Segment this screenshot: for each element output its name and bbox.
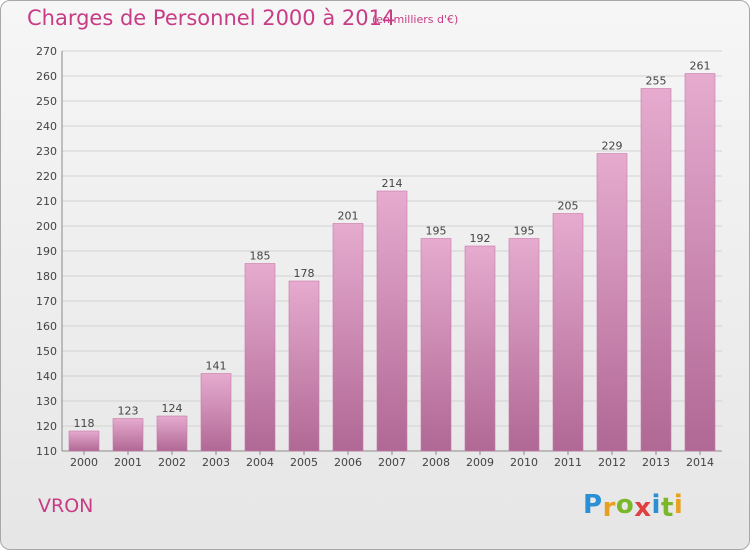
- y-tick-label: 160: [36, 320, 57, 333]
- value-label: 118: [74, 417, 95, 430]
- value-label: 123: [118, 405, 139, 418]
- logo-letter: i: [673, 490, 684, 520]
- bar-2007: [376, 190, 408, 452]
- value-label: 192: [470, 232, 491, 245]
- x-tick-label: 2004: [246, 456, 274, 469]
- y-tick-label: 140: [36, 370, 57, 383]
- value-label: 229: [602, 140, 623, 153]
- y-tick-label: 270: [36, 45, 57, 58]
- value-label: 195: [514, 225, 535, 238]
- value-label: 201: [338, 210, 359, 223]
- value-label: 261: [690, 60, 711, 73]
- bar-2006: [332, 223, 364, 452]
- x-tick-labels: 2000 2001 2002 2003 2004 2005 2006 2007 2008 2009…: [70, 451, 714, 469]
- bar-2001: [112, 418, 144, 452]
- x-tick-label: 2006: [334, 456, 362, 469]
- value-label: 205: [558, 200, 579, 213]
- y-tick-label: 260: [36, 70, 57, 83]
- logo-letter: x: [634, 493, 652, 523]
- value-label: 124: [162, 402, 183, 415]
- y-tick-label: 120: [36, 420, 57, 433]
- x-tick-label: 2013: [642, 456, 670, 469]
- logo-letter: P: [583, 490, 603, 520]
- chart-subtitle: (en milliers d'€): [372, 13, 459, 26]
- logo-letter: i: [651, 490, 661, 520]
- x-tick-label: 2010: [510, 456, 538, 469]
- bar-2005: [288, 280, 320, 452]
- value-label: 178: [294, 267, 315, 280]
- x-tick-label: 2012: [598, 456, 626, 469]
- data-labels: 118 123 124 141 185 178 201 214 195 192 195 205 229 2…: [74, 60, 711, 431]
- bar-2009: [464, 245, 496, 452]
- x-tick-label: 2008: [422, 456, 450, 469]
- chart-title: Charges de Personnel 2000 à 2014: [27, 6, 396, 30]
- x-tick-label: 2001: [114, 456, 142, 469]
- value-label: 255: [646, 75, 667, 88]
- bar-2008: [420, 238, 452, 452]
- y-tick-label: 110: [36, 445, 57, 458]
- y-tick-label: 240: [36, 120, 57, 133]
- value-label: 214: [382, 177, 403, 190]
- x-tick-label: 2002: [158, 456, 186, 469]
- bar-2012: [596, 153, 628, 452]
- y-tick-label: 180: [36, 270, 57, 283]
- bar-2014: [684, 73, 716, 452]
- bar-2002: [156, 415, 188, 452]
- y-tick-label: 200: [36, 220, 57, 233]
- y-tick-label: 220: [36, 170, 57, 183]
- bar-2011: [552, 213, 584, 452]
- value-label: 141: [206, 360, 227, 373]
- bar-2013: [640, 88, 672, 452]
- bar-2010: [508, 238, 540, 452]
- proxiti-logo: Proxiti: [583, 490, 684, 523]
- logo-letter: t: [660, 493, 674, 523]
- y-tick-label: 210: [36, 195, 57, 208]
- value-label: 185: [250, 250, 271, 263]
- bar-2003: [200, 373, 232, 452]
- y-tick-label: 230: [36, 145, 57, 158]
- x-tick-label: 2011: [554, 456, 582, 469]
- x-tick-label: 2003: [202, 456, 230, 469]
- y-tick-label: 130: [36, 395, 57, 408]
- y-tick-labels: 110 120 130 140 150 160 170 180 190 200 210 220 230 2…: [36, 45, 57, 458]
- y-tick-label: 150: [36, 345, 57, 358]
- y-tick-label: 250: [36, 95, 57, 108]
- y-tick-label: 190: [36, 245, 57, 258]
- logo-letter: r: [602, 493, 616, 523]
- y-tick-label: 170: [36, 295, 57, 308]
- x-tick-label: 2014: [686, 456, 714, 469]
- place-name: VRON: [38, 495, 94, 517]
- x-tick-label: 2009: [466, 456, 494, 469]
- x-tick-label: 2007: [378, 456, 406, 469]
- bars: [68, 73, 716, 452]
- x-tick-label: 2005: [290, 456, 318, 469]
- value-label: 195: [426, 225, 447, 238]
- bar-2000: [68, 430, 100, 452]
- bar-2004: [244, 263, 276, 452]
- x-tick-label: 2000: [70, 456, 98, 469]
- logo-letter: o: [615, 490, 635, 520]
